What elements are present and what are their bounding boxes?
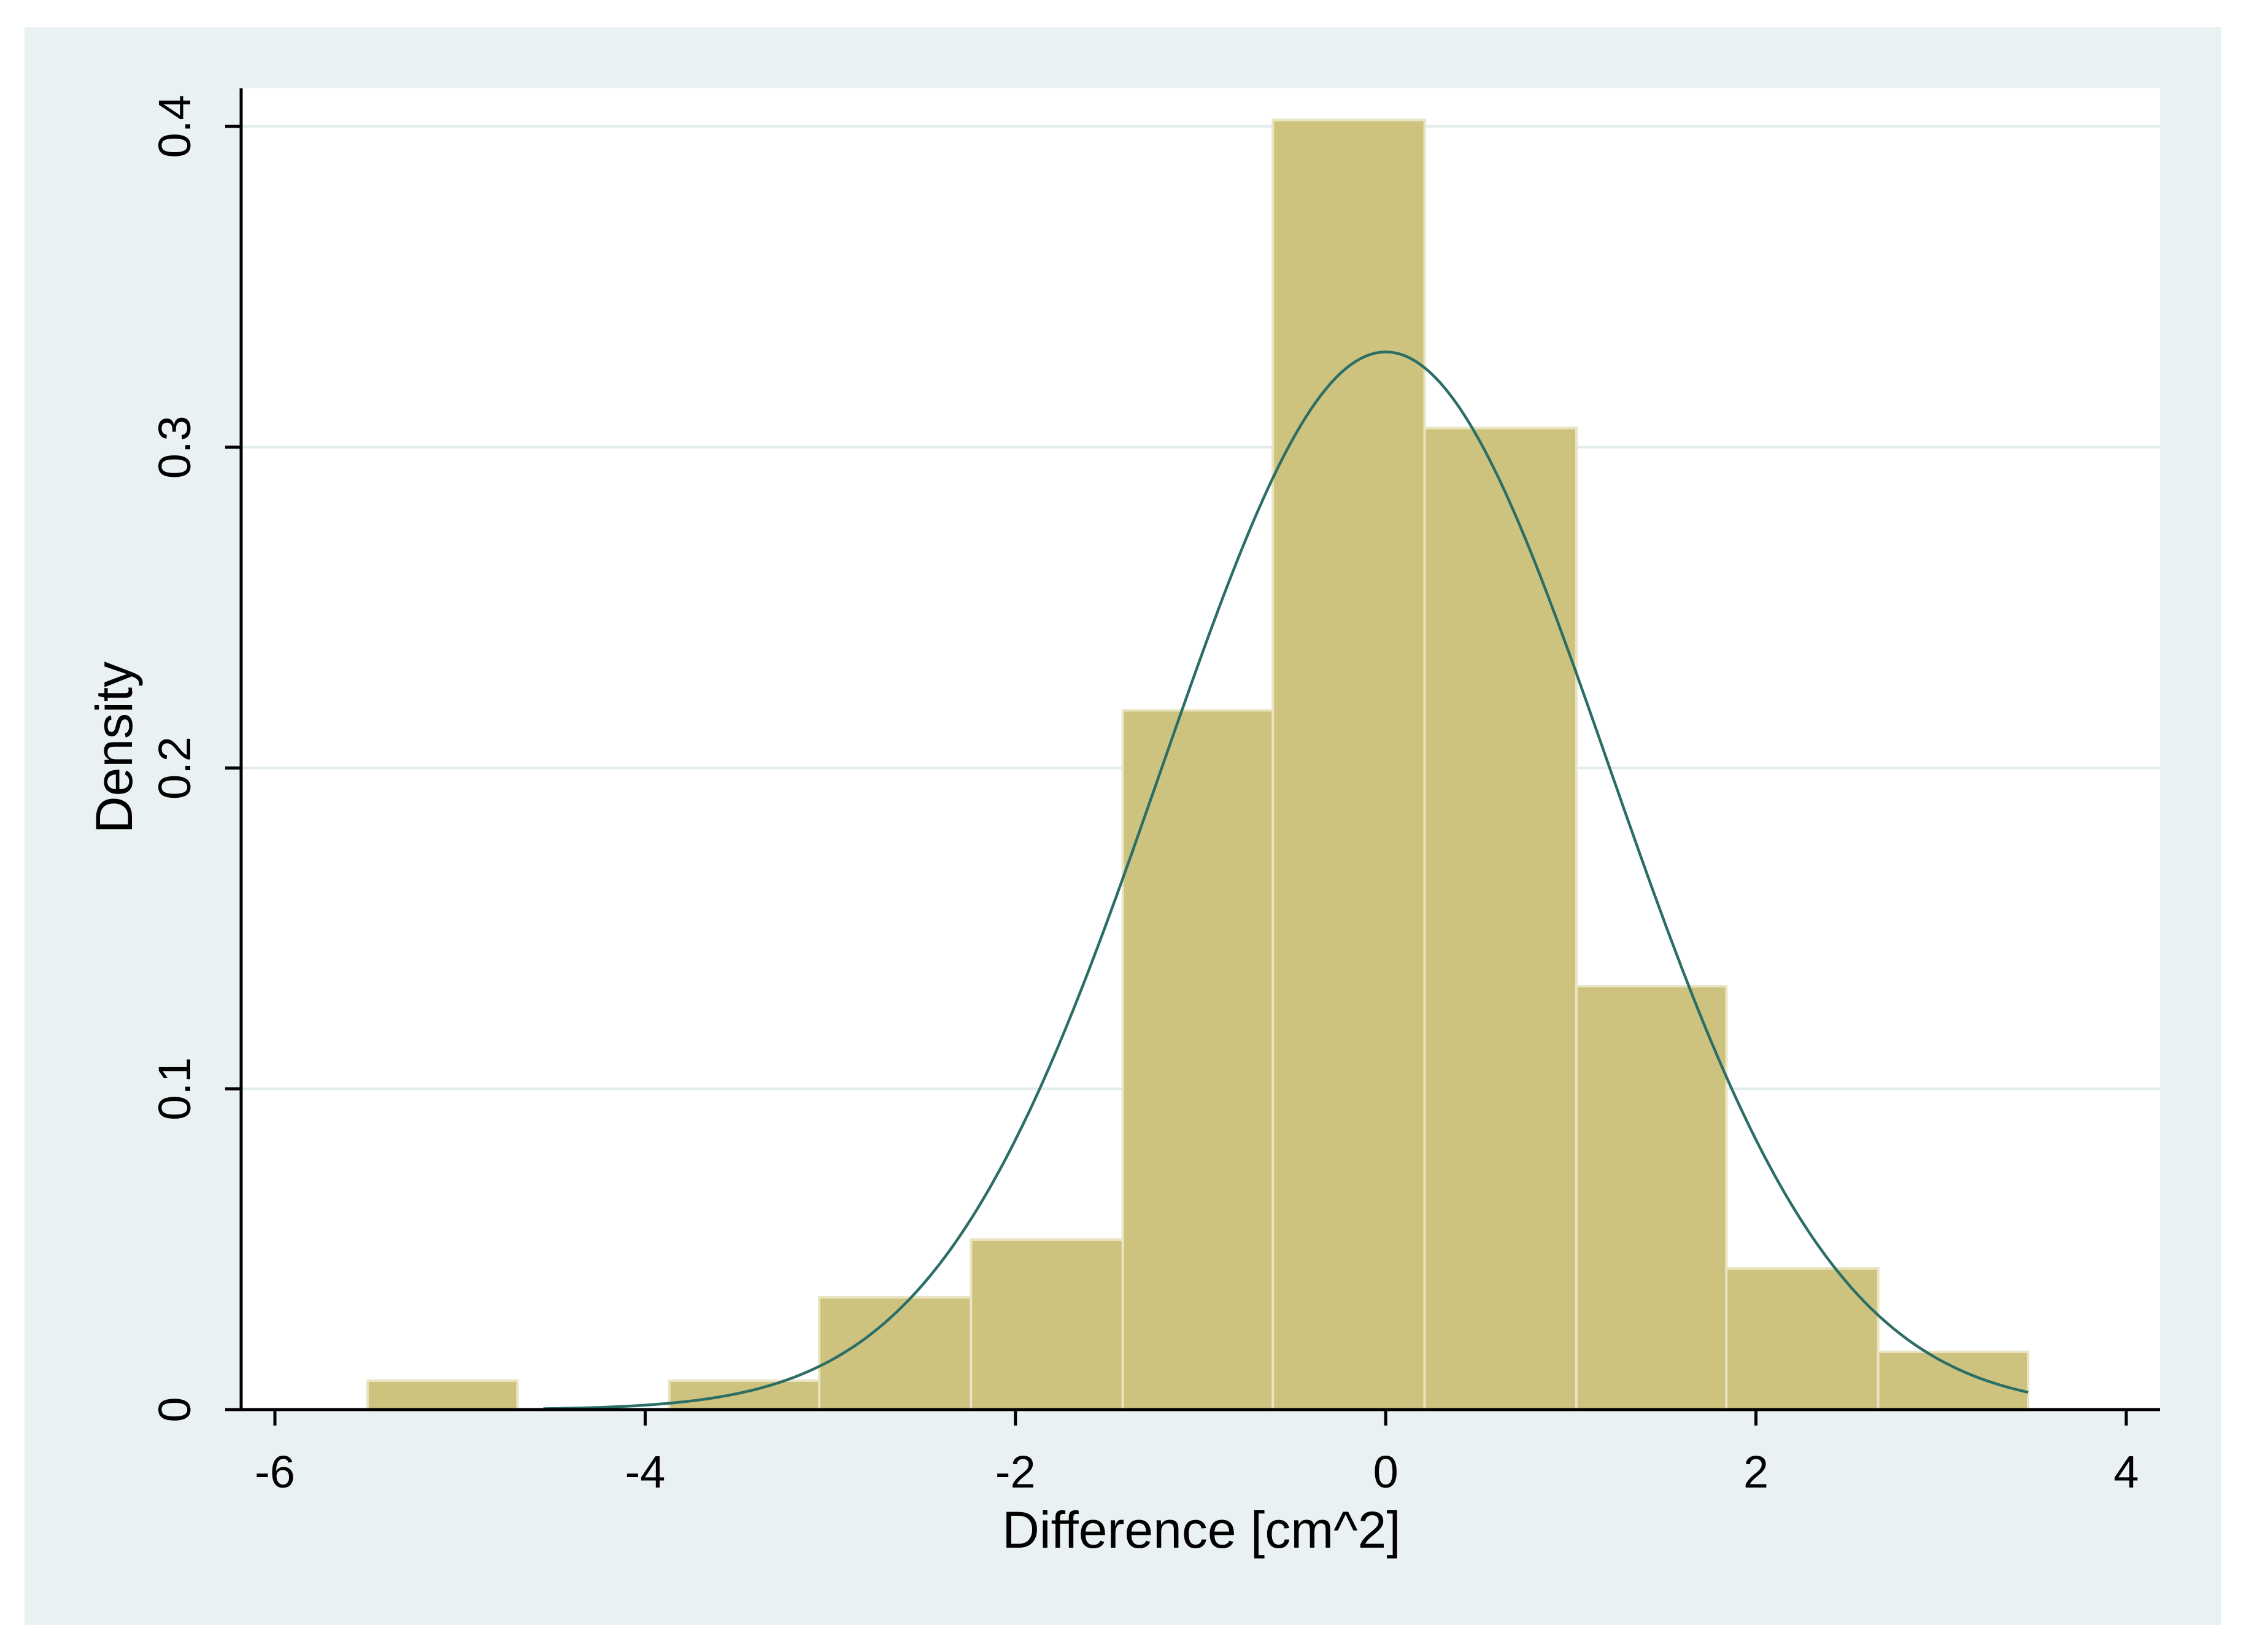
x-axis-label: Difference [cm^2] xyxy=(1002,1501,1400,1559)
y-axis-ticks: 0 0.1 0.2 0.3 0.4 xyxy=(149,95,241,1422)
x-axis-ticks: -6 -4 -2 0 2 4 xyxy=(255,1410,2139,1497)
histogram-bar xyxy=(970,1238,1124,1411)
y-tick-label: 0.4 xyxy=(149,95,200,158)
x-tick-label: 2 xyxy=(1743,1446,1768,1497)
x-tick-label: -2 xyxy=(995,1446,1036,1497)
y-tick-label: 0.2 xyxy=(149,736,200,800)
y-tick-label: 0 xyxy=(149,1397,200,1422)
histogram-bars xyxy=(366,118,2030,1411)
histogram-bar xyxy=(1575,984,1728,1411)
x-tick-label: 4 xyxy=(2113,1446,2139,1497)
axes xyxy=(239,88,2160,1411)
x-tick-label: -6 xyxy=(255,1446,295,1497)
histogram-bar xyxy=(366,1379,519,1411)
histogram-bar xyxy=(1876,1350,2030,1411)
histogram-bar xyxy=(1725,1267,1880,1411)
y-tick-label: 0.1 xyxy=(149,1057,200,1121)
histogram-bar xyxy=(1121,709,1275,1411)
histogram-bar xyxy=(1423,427,1578,1411)
y-axis-label: Density xyxy=(85,662,143,833)
y-tick-label: 0.3 xyxy=(149,415,200,479)
histogram-bar xyxy=(668,1379,820,1411)
normal-density-curve xyxy=(543,350,2029,1410)
x-tick-label: 0 xyxy=(1373,1446,1398,1497)
histogram-bar xyxy=(1271,118,1426,1411)
x-tick-label: -4 xyxy=(625,1446,665,1497)
